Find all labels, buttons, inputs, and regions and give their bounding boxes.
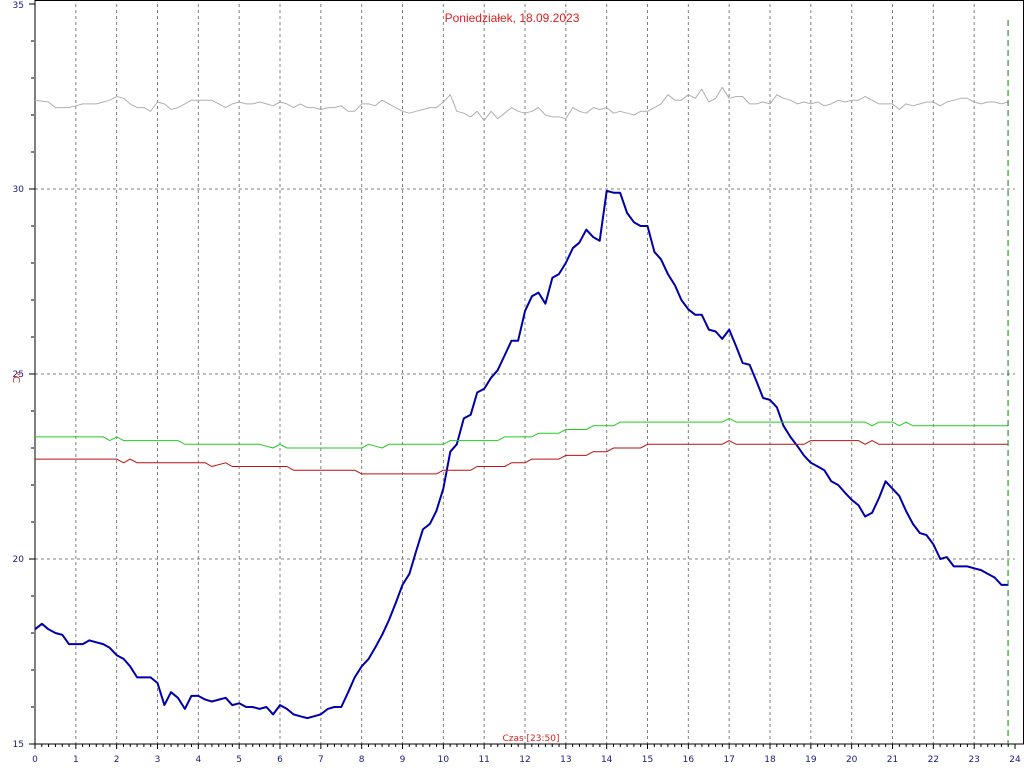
x-tick-label: 8 bbox=[359, 755, 365, 765]
x-tick-label: 17 bbox=[723, 755, 734, 765]
y-tick-label: 15 bbox=[13, 740, 24, 750]
x-tick-label: 9 bbox=[400, 755, 406, 765]
y-tick-label: 35 bbox=[13, 1, 24, 11]
x-tick-label: 21 bbox=[887, 755, 898, 765]
x-tick-label: 12 bbox=[519, 755, 530, 765]
x-tick-label: 6 bbox=[277, 755, 283, 765]
y-tick-label: 25 bbox=[13, 370, 24, 380]
x-tick-label: 11 bbox=[478, 755, 489, 765]
grid-lines bbox=[35, 4, 1015, 744]
x-axis-label: Czas [23:50] bbox=[502, 734, 559, 744]
x-tick-label: 3 bbox=[155, 755, 161, 765]
y-axis-unit: °C bbox=[10, 371, 21, 383]
x-tick-label: 16 bbox=[683, 755, 695, 765]
series-line-red bbox=[35, 440, 1009, 475]
x-tick-label: 23 bbox=[968, 755, 979, 765]
series-line-blue bbox=[34, 189, 1009, 720]
x-tick-label: 0 bbox=[32, 755, 38, 765]
series-line-green bbox=[35, 417, 1009, 449]
y-tick-label: 20 bbox=[13, 555, 25, 565]
chart-title: Poniedziałek, 18.09.2023 bbox=[445, 11, 580, 25]
x-tick-label: 13 bbox=[560, 755, 571, 765]
x-tick-label: 15 bbox=[642, 755, 653, 765]
x-tick-label: 10 bbox=[438, 755, 450, 765]
x-tick-label: 14 bbox=[601, 755, 613, 765]
x-tick-label: 19 bbox=[805, 755, 817, 765]
x-tick-label: 5 bbox=[236, 755, 242, 765]
x-tick-label: 20 bbox=[846, 755, 858, 765]
x-tick-label: 4 bbox=[195, 755, 201, 765]
x-tick-label: 22 bbox=[928, 755, 939, 765]
series-line-gray bbox=[34, 86, 1009, 121]
x-tick-label: 24 bbox=[1009, 755, 1021, 765]
x-tick-label: 1 bbox=[73, 755, 79, 765]
series-lines bbox=[34, 86, 1009, 720]
y-tick-label: 30 bbox=[13, 185, 25, 195]
x-tick-label: 7 bbox=[318, 755, 324, 765]
x-tick-label: 2 bbox=[114, 755, 120, 765]
x-tick-label: 18 bbox=[764, 755, 776, 765]
